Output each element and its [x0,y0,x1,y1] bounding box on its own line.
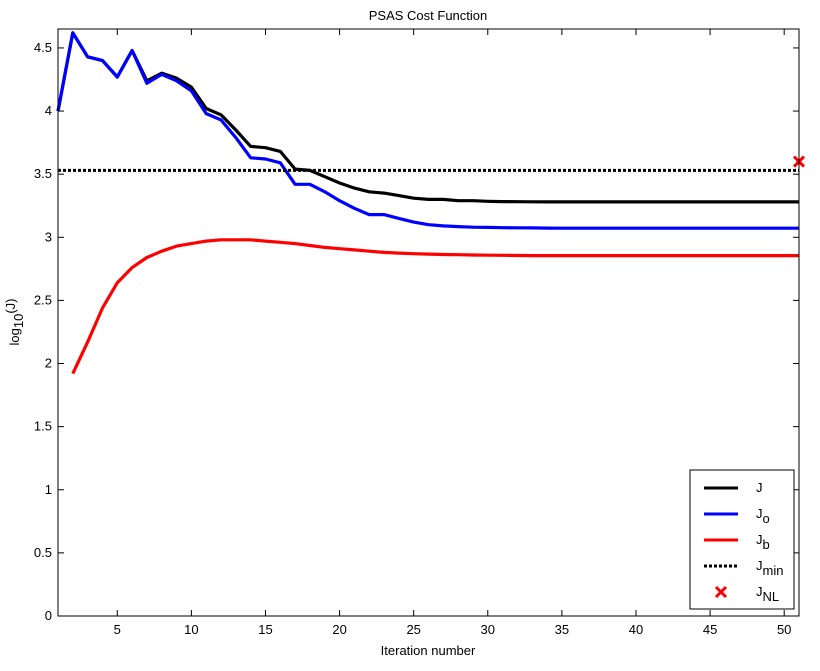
y-axis-label-sub: 10 [11,314,26,328]
legend-label: Jmin [756,558,783,578]
x-tick-label: 15 [258,622,272,637]
x-tick-label: 25 [406,622,420,637]
x-tick-label: 45 [703,622,717,637]
x-tick-label: 40 [629,622,643,637]
legend-item-JNL: JNL [714,584,779,604]
x-axis-label: Iteration number [381,643,476,658]
y-tick-label: 3.5 [34,166,52,181]
y-tick-label: 1.5 [34,419,52,434]
legend-item-Jmin: Jmin [704,558,783,578]
series-line-J [56,31,799,204]
series-lines [56,31,799,375]
legend-item-Jo: Jo [704,506,770,526]
x-tick-label: 5 [114,622,121,637]
legend-swatch [714,585,728,599]
legend-box [689,469,795,610]
series-line-Jb [71,238,799,375]
y-tick-label: 0 [45,608,52,623]
y-axis-label: log10(J) [3,299,26,346]
legend-label: J [756,480,763,495]
x-tick-label: 50 [777,622,791,637]
plot-frame [57,28,800,617]
series-line-Jo [56,31,799,230]
x-tick-label: 35 [555,622,569,637]
y-tick-label: 1 [45,482,52,497]
y-tick-label: 4 [45,103,52,118]
x-tick-label: 20 [332,622,346,637]
chart-title: PSAS Cost Function [369,8,488,23]
y-axis-label-base: log [7,328,22,345]
y-axis-label-rest: (J) [3,299,18,314]
x-tick-label: 10 [184,622,198,637]
legend-item-Jb: Jb [704,532,770,552]
x-tick-label: 30 [481,622,495,637]
legend-label: Jb [756,532,770,552]
y-tick-label: 2.5 [34,292,52,307]
legend-label: JNL [756,584,779,604]
legend-label: Jo [756,506,770,526]
y-tick-label: 4.5 [34,40,52,55]
legend-item-J: J [704,480,763,495]
y-tick-label: 0.5 [34,545,52,560]
y-tick-label: 2 [45,356,52,371]
axis-ticks: 5 10 15 20 25 30 35 40 45 50 0 0.5 1 1.5 2 2.5 3 3.5 4 4.5 [34,29,799,637]
y-tick-label: 3 [45,229,52,244]
legend: J Jo Jb Jmin JNL [689,469,795,610]
